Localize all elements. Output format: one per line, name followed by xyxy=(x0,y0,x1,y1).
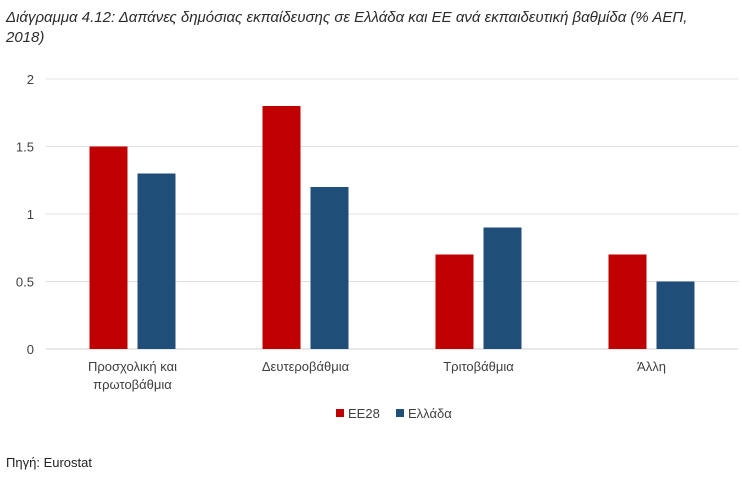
bars xyxy=(89,106,695,349)
bar-Ελλάδα-2 xyxy=(483,227,522,349)
bar-Ελλάδα-3 xyxy=(656,281,695,349)
x-axis-labels: Προσχολική και πρωτοβάθμια Δευτεροβάθμια Τρ… xyxy=(88,359,666,392)
x-category-label: Τριτοβάθμια xyxy=(443,359,514,374)
bar-ΕΕ28-3 xyxy=(608,254,647,349)
bar-ΕΕ28-2 xyxy=(435,254,474,349)
y-tick-label: 0.5 xyxy=(16,275,34,290)
y-tick-label: 0 xyxy=(27,342,34,357)
legend-label: ΕΕ28 xyxy=(348,406,380,421)
y-tick-label: 1 xyxy=(27,207,34,222)
legend-label: Ελλάδα xyxy=(408,406,452,421)
bar-ΕΕ28-1 xyxy=(262,106,301,349)
y-tick-label: 1.5 xyxy=(16,140,34,155)
bar-ΕΕ28-0 xyxy=(89,146,128,349)
source-note: Πηγή: Eurostat xyxy=(6,455,92,470)
legend-swatch-Ελλάδα xyxy=(396,409,404,417)
bar-Ελλάδα-0 xyxy=(137,173,176,349)
x-category-label: Προσχολική και πρωτοβάθμια xyxy=(88,359,177,392)
chart-title: Διάγραμμα 4.12: Δαπάνες δημόσιας εκπαίδε… xyxy=(6,9,688,46)
x-category-label: Άλλη xyxy=(637,359,666,374)
y-tick-label: 2 xyxy=(27,72,34,87)
legend: ΕΕ28 Ελλάδα xyxy=(336,406,452,421)
bar-Ελλάδα-1 xyxy=(310,187,349,349)
legend-swatch-ΕΕ28 xyxy=(336,409,344,417)
x-category-label: Δευτεροβάθμια xyxy=(262,359,350,374)
y-axis-ticks: 0 0.5 1 1.5 2 xyxy=(16,72,34,357)
